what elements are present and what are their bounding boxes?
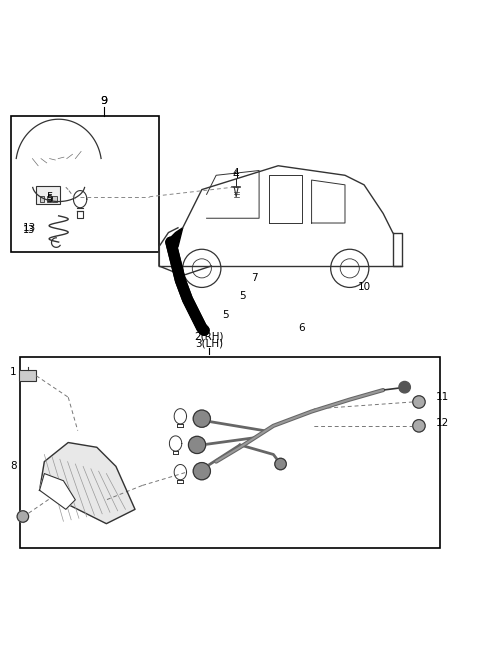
Circle shape: [193, 410, 210, 427]
Text: 3(LH): 3(LH): [195, 338, 223, 348]
Circle shape: [275, 459, 286, 470]
FancyBboxPatch shape: [21, 357, 441, 548]
Circle shape: [413, 420, 425, 432]
Text: 10: 10: [358, 283, 371, 293]
Text: 2(RH): 2(RH): [194, 331, 224, 341]
Text: 4: 4: [233, 171, 240, 180]
FancyBboxPatch shape: [52, 196, 57, 203]
Text: 5: 5: [222, 310, 229, 320]
Text: 13: 13: [23, 223, 36, 233]
Circle shape: [189, 436, 205, 453]
FancyBboxPatch shape: [39, 196, 44, 203]
Polygon shape: [39, 474, 75, 509]
Circle shape: [17, 511, 29, 522]
FancyBboxPatch shape: [19, 370, 36, 381]
Circle shape: [193, 462, 210, 480]
Circle shape: [399, 381, 410, 393]
FancyBboxPatch shape: [47, 196, 51, 203]
Text: 5: 5: [46, 192, 52, 202]
FancyBboxPatch shape: [36, 186, 60, 204]
Polygon shape: [166, 228, 183, 249]
Text: 9: 9: [100, 96, 108, 106]
Text: 5: 5: [239, 291, 246, 300]
Polygon shape: [39, 443, 135, 523]
Text: 12: 12: [436, 419, 449, 428]
FancyBboxPatch shape: [11, 115, 159, 252]
Text: 8: 8: [10, 461, 17, 472]
Text: 4: 4: [233, 168, 240, 178]
Text: 9: 9: [100, 96, 108, 106]
Text: 7: 7: [251, 273, 258, 283]
Circle shape: [413, 396, 425, 408]
Text: 13: 13: [23, 225, 35, 235]
Text: 11: 11: [436, 392, 449, 402]
Text: 5: 5: [46, 194, 52, 204]
Text: 6: 6: [299, 323, 305, 333]
Text: 1: 1: [10, 367, 17, 377]
